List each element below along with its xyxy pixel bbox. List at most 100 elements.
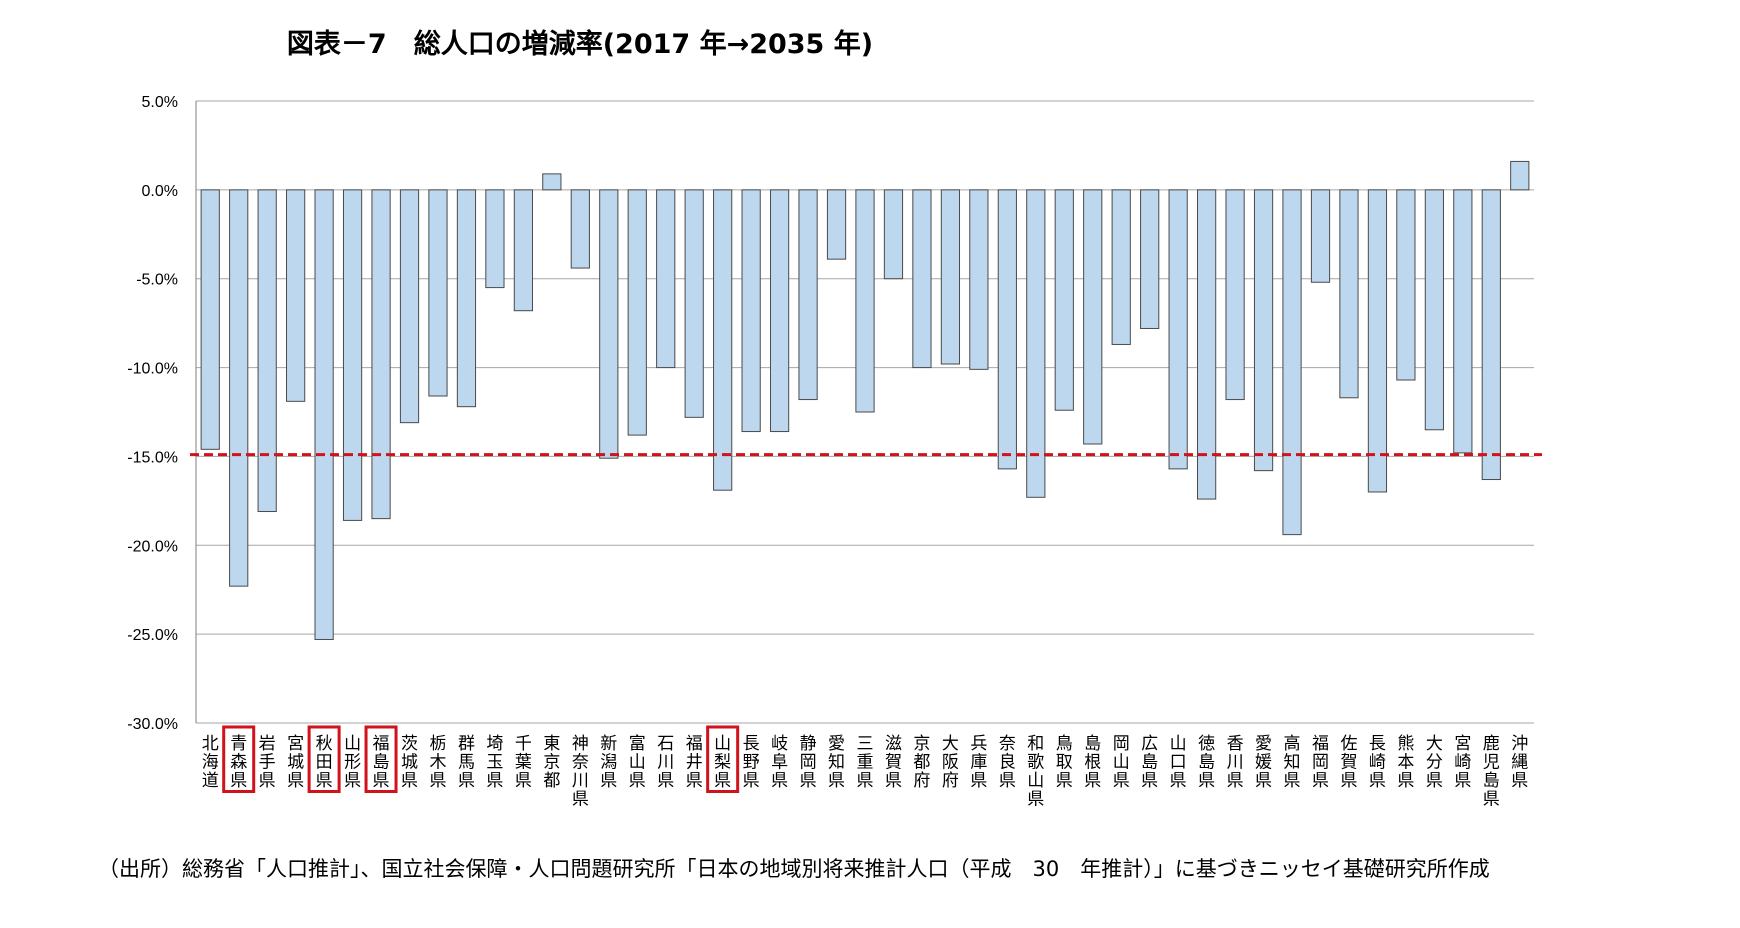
category-label: 富山県 (629, 734, 646, 791)
category-label: 岐阜県 (771, 734, 788, 791)
bar (599, 189, 619, 459)
y-tick-label: -30.0% (127, 716, 178, 733)
category-label: 福岡県 (1312, 734, 1329, 791)
bar (855, 189, 875, 413)
bar (1225, 189, 1245, 401)
category-label: 愛知県 (828, 734, 845, 791)
bar (399, 189, 420, 424)
bar (371, 189, 391, 520)
category-label: 滋賀県 (885, 734, 902, 791)
bar (1339, 189, 1359, 399)
category-label: 香川県 (1227, 734, 1244, 791)
bar (1111, 189, 1131, 345)
category-label: 北海道 (202, 734, 219, 791)
category-label: 京都府 (913, 734, 930, 791)
category-label: 栃木県 (429, 734, 446, 791)
category-label: 大阪府 (942, 734, 959, 791)
category-label: 愛媛県 (1255, 734, 1272, 791)
category-label: 長野県 (743, 734, 760, 791)
bar (656, 189, 676, 369)
bar (200, 189, 220, 450)
bar (940, 189, 961, 365)
bar (798, 189, 818, 401)
bar (286, 189, 306, 402)
bar (542, 173, 562, 191)
category-label: 熊本県 (1397, 734, 1414, 791)
category-label: 鳥取県 (1056, 734, 1073, 791)
category-label: 兵庫県 (970, 734, 987, 791)
category-label: 秋田県 (316, 734, 333, 791)
bar (1481, 189, 1501, 481)
category-label: 静岡県 (800, 734, 817, 791)
category-label: 千葉県 (515, 734, 532, 791)
bar (713, 189, 733, 491)
category-label: 佐賀県 (1340, 734, 1357, 791)
category-label: 山形県 (344, 734, 361, 791)
category-label: 埼玉県 (486, 734, 503, 791)
y-tick-label: 5.0% (142, 94, 178, 111)
category-label: 広島県 (1141, 734, 1158, 791)
bar (912, 189, 932, 369)
bar (570, 189, 590, 269)
bar (314, 189, 334, 640)
bar (1396, 189, 1416, 381)
category-label: 沖縄県 (1511, 734, 1528, 791)
bar (826, 189, 847, 260)
category-label: 奈良県 (999, 734, 1016, 791)
bar (1253, 189, 1274, 472)
bar (769, 189, 790, 433)
bar (428, 189, 448, 397)
category-label: 島根県 (1084, 734, 1101, 791)
category-label: 高知県 (1284, 734, 1301, 791)
category-label: 青森県 (230, 734, 247, 791)
bar (1453, 189, 1473, 454)
highlight-box (222, 725, 256, 793)
y-tick-label: -20.0% (127, 538, 178, 555)
bar (1367, 189, 1388, 493)
category-label: 山口県 (1170, 734, 1187, 791)
bar (883, 189, 904, 280)
bar (1197, 189, 1217, 500)
category-label: 岡山県 (1113, 734, 1130, 791)
category-label: 和歌山県 (1027, 734, 1044, 810)
highlight-box (706, 725, 740, 793)
category-label: 東京都 (543, 734, 560, 791)
bar (1282, 189, 1302, 536)
category-label: 群馬県 (458, 734, 475, 791)
bar (513, 189, 533, 312)
bar (342, 189, 363, 521)
category-label: 徳島県 (1198, 734, 1215, 791)
y-tick-label: -15.0% (127, 449, 178, 466)
y-tick-label: 0.0% (142, 183, 178, 200)
highlight-box (364, 725, 398, 793)
bar (456, 189, 477, 408)
category-label: 長崎県 (1369, 734, 1386, 791)
bar (1026, 189, 1046, 498)
category-label: 宮崎県 (1454, 734, 1471, 791)
bar (1054, 189, 1074, 411)
source-note: （出所）総務省「人口推計」、国立社会保障・人口問題研究所「日本の地域別将来推計人… (98, 857, 1490, 881)
y-tick-label: -10.0% (127, 361, 178, 378)
bar (1510, 160, 1530, 191)
category-label: 山梨県 (714, 734, 731, 791)
bar (257, 189, 277, 513)
bar (969, 189, 989, 370)
chart-title: 図表－7 総人口の増減率(2017 年→2035 年) (286, 29, 874, 60)
category-label: 茨城県 (401, 734, 418, 791)
category-label: 石川県 (657, 734, 674, 791)
bar (1424, 189, 1444, 431)
category-label: 福島県 (373, 734, 390, 791)
category-label: 大分県 (1426, 734, 1443, 791)
bar (1310, 189, 1331, 283)
y-tick-label: -5.0% (136, 272, 178, 289)
bar (1140, 189, 1160, 329)
bar (627, 189, 647, 436)
category-label: 鹿児島県 (1483, 734, 1500, 810)
bar (1083, 189, 1103, 445)
bar (485, 189, 505, 289)
category-label: 三重県 (857, 734, 874, 791)
category-label: 福井県 (686, 734, 703, 791)
category-label: 神奈川県 (572, 734, 589, 810)
bar (1168, 189, 1188, 470)
